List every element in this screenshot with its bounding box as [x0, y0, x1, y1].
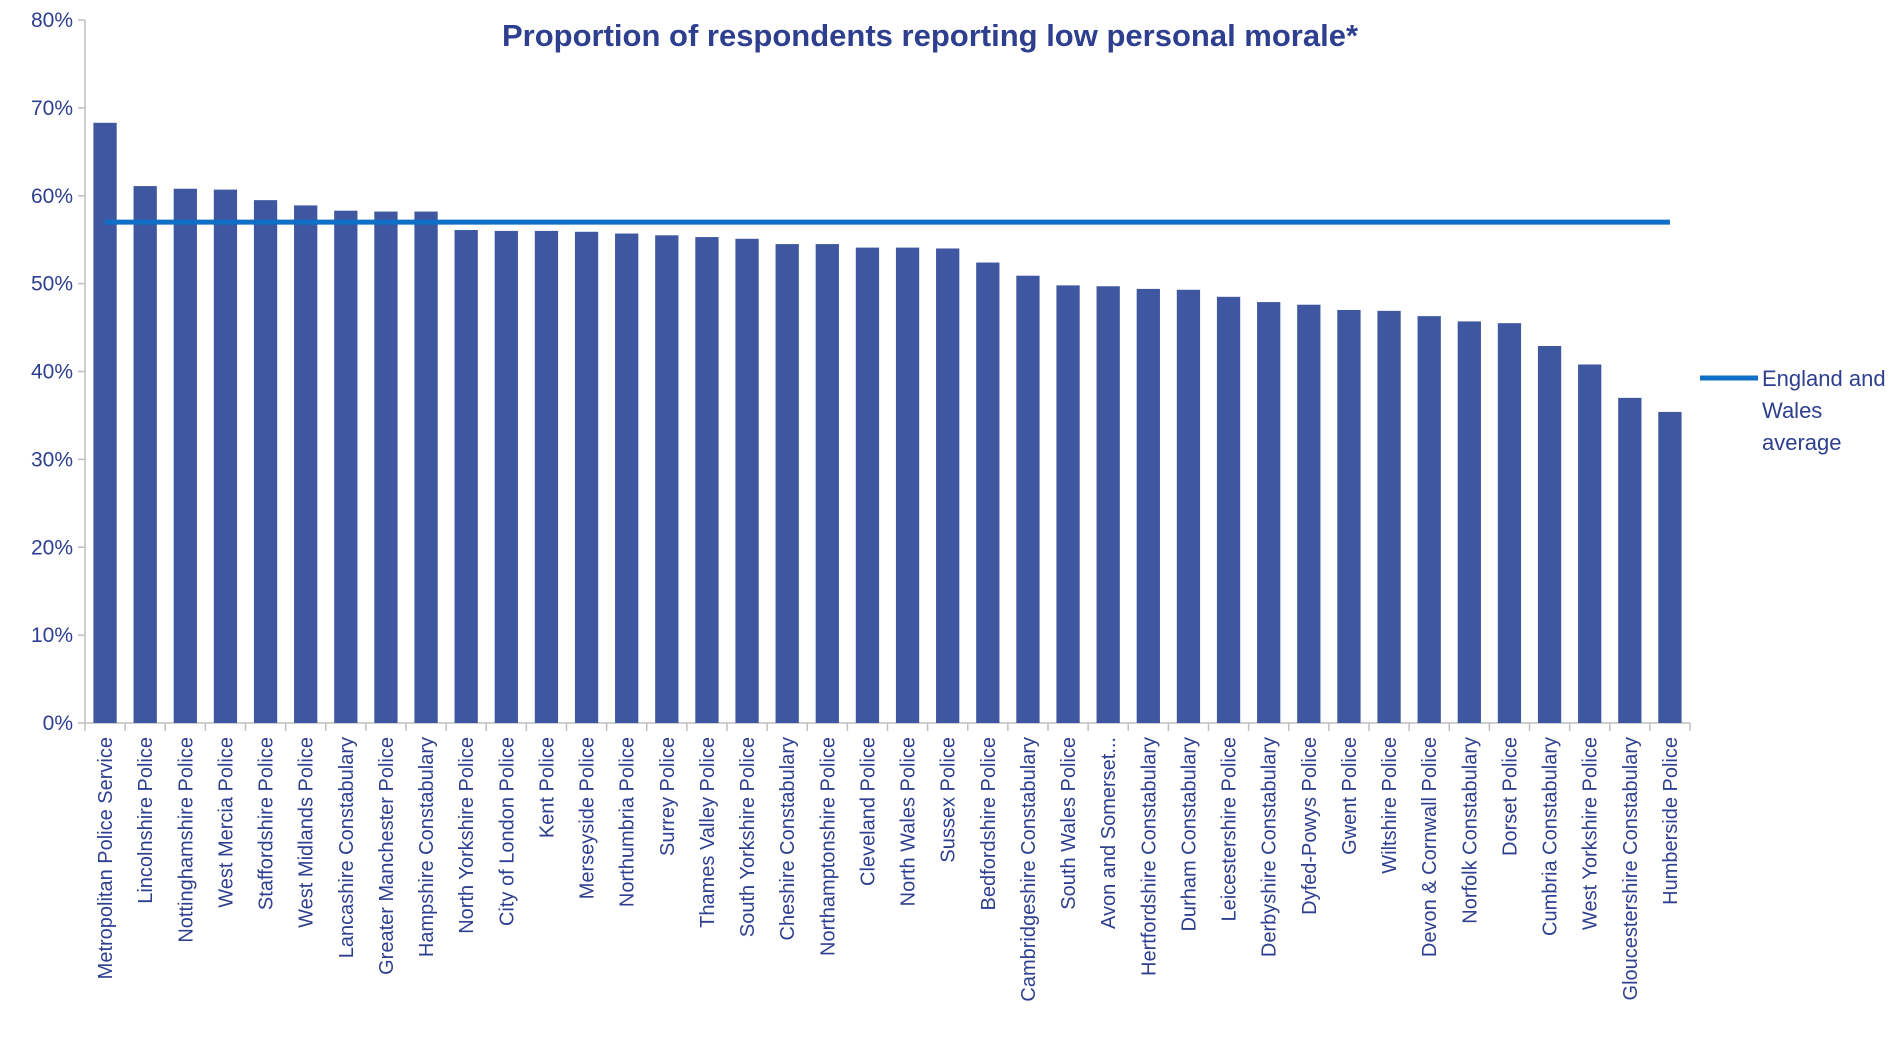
bar: [655, 235, 679, 723]
x-axis: Metropolitan Police Service Lincolnshire …: [84, 722, 1691, 1002]
bar: [1377, 310, 1401, 723]
x-tick-label: Gwent Police: [1339, 737, 1361, 855]
x-tick-label: Lincolnshire Police: [135, 737, 157, 904]
x-tick-label: Humberside Police: [1660, 737, 1682, 905]
x-tick-label: Norfolk Constabulary: [1459, 737, 1481, 924]
x-tick-label: West Mercia Police: [215, 737, 237, 908]
x-tick-label: Sussex Police: [938, 737, 960, 863]
bar: [334, 210, 358, 724]
x-tick-label: Greater Manchester Police: [376, 737, 398, 975]
x-tick-label: Bedfordshire Police: [978, 737, 1000, 910]
x-tick-label: Northamptonshire Police: [817, 737, 839, 956]
chart-title: Proportion of respondents reporting low …: [502, 18, 1359, 53]
x-tick-label: Cheshire Constabulary: [777, 737, 799, 940]
bar: [1457, 321, 1481, 723]
bar: [1216, 296, 1241, 723]
x-tick-label: Nottinghamshire Police: [175, 737, 197, 943]
bar: [374, 211, 398, 723]
bar: [1578, 364, 1602, 723]
x-tick-label: Avon and Somerset...: [1098, 737, 1120, 929]
y-tick-label: 10%: [31, 624, 73, 647]
bar: [1136, 288, 1160, 723]
x-tick-label: Lancashire Constabulary: [336, 737, 358, 958]
x-tick-label: Devon & Cornwall Police: [1419, 737, 1441, 957]
bar: [936, 248, 960, 723]
bar: [1417, 316, 1441, 723]
x-tick-label: Dyfed-Powys Police: [1299, 737, 1321, 915]
x-tick-label: Wiltshire Police: [1379, 737, 1401, 874]
bar: [815, 244, 839, 724]
bar: [93, 122, 117, 724]
bar: [895, 247, 920, 723]
y-tick-label: 60%: [31, 185, 73, 208]
bar: [976, 262, 1000, 723]
x-tick-label: West Midlands Police: [296, 737, 318, 928]
bar: [1297, 304, 1321, 723]
bar: [1056, 285, 1080, 723]
x-tick-label: Hampshire Constabulary: [416, 737, 438, 957]
x-tick-label: City of London Police: [496, 737, 518, 926]
bar: [253, 200, 278, 724]
y-tick-label: 20%: [31, 536, 73, 559]
legend: England and Wales average: [1700, 366, 1886, 455]
bar: [494, 230, 518, 723]
bar: [1096, 286, 1120, 723]
x-tick-label: Cambridgeshire Constabulary: [1018, 737, 1040, 1002]
bar: [213, 189, 238, 723]
x-tick-label: Kent Police: [536, 737, 558, 838]
x-tick-label: Surrey Police: [657, 737, 679, 856]
bar: [775, 244, 799, 724]
bar: [615, 233, 639, 723]
bar: [1257, 302, 1281, 723]
x-tick-label: Durham Constabulary: [1178, 737, 1200, 932]
x-tick-label: West Yorkshire Police: [1580, 737, 1602, 930]
y-tick-label: 70%: [31, 97, 73, 120]
y-tick-label: 80%: [31, 9, 73, 32]
bar: [133, 186, 157, 724]
legend-label: England and Wales average: [1762, 366, 1886, 455]
bar: [735, 238, 759, 723]
x-tick-label: Dorset Police: [1499, 737, 1521, 856]
x-tick-label: Metropolitan Police Service: [95, 737, 117, 979]
x-tick-label: Northumbria Police: [617, 737, 639, 907]
x-tick-label: Leicestershire Police: [1219, 737, 1241, 922]
x-tick-label: Cleveland Police: [857, 737, 879, 886]
y-tick-label: 50%: [31, 273, 73, 296]
x-tick-label: North Yorkshire Police: [456, 737, 478, 934]
bar: [574, 231, 599, 723]
bar: [414, 211, 438, 723]
x-tick-label: North Wales Police: [898, 737, 920, 906]
bar: [454, 230, 478, 724]
bar: [173, 188, 197, 724]
bar: [1176, 289, 1201, 723]
bar-series: [93, 122, 1682, 724]
bar: [695, 237, 719, 723]
bar: [534, 230, 559, 723]
bar: [1497, 323, 1522, 723]
bar: [1537, 346, 1562, 723]
y-axis: 0% 10% 20% 30% 40% 50% 60% 70% 80%: [31, 9, 86, 735]
x-tick-label: South Wales Police: [1058, 737, 1080, 910]
bar: [1618, 397, 1642, 723]
x-tick-label: Staffordshire Police: [256, 737, 278, 910]
x-tick-label: Gloucestershire Constabulary: [1620, 737, 1642, 1000]
x-tick-label: Cumbria Constabulary: [1540, 737, 1562, 936]
x-tick-label: South Yorkshire Police: [737, 737, 759, 937]
bar: [1337, 309, 1361, 723]
bar: [1016, 275, 1040, 723]
x-tick-label: Derbyshire Constabulary: [1259, 737, 1281, 957]
bar: [855, 247, 880, 723]
x-tick-label: Thames Valley Police: [697, 737, 719, 928]
y-tick-label: 0%: [43, 712, 73, 735]
y-tick-label: 30%: [31, 448, 73, 471]
bar: [1658, 411, 1682, 723]
x-tick-label: Merseyside Police: [577, 737, 599, 899]
y-tick-label: 40%: [31, 361, 73, 384]
x-tick-label: Hertfordshire Constabulary: [1138, 737, 1160, 976]
bar: [294, 205, 318, 723]
